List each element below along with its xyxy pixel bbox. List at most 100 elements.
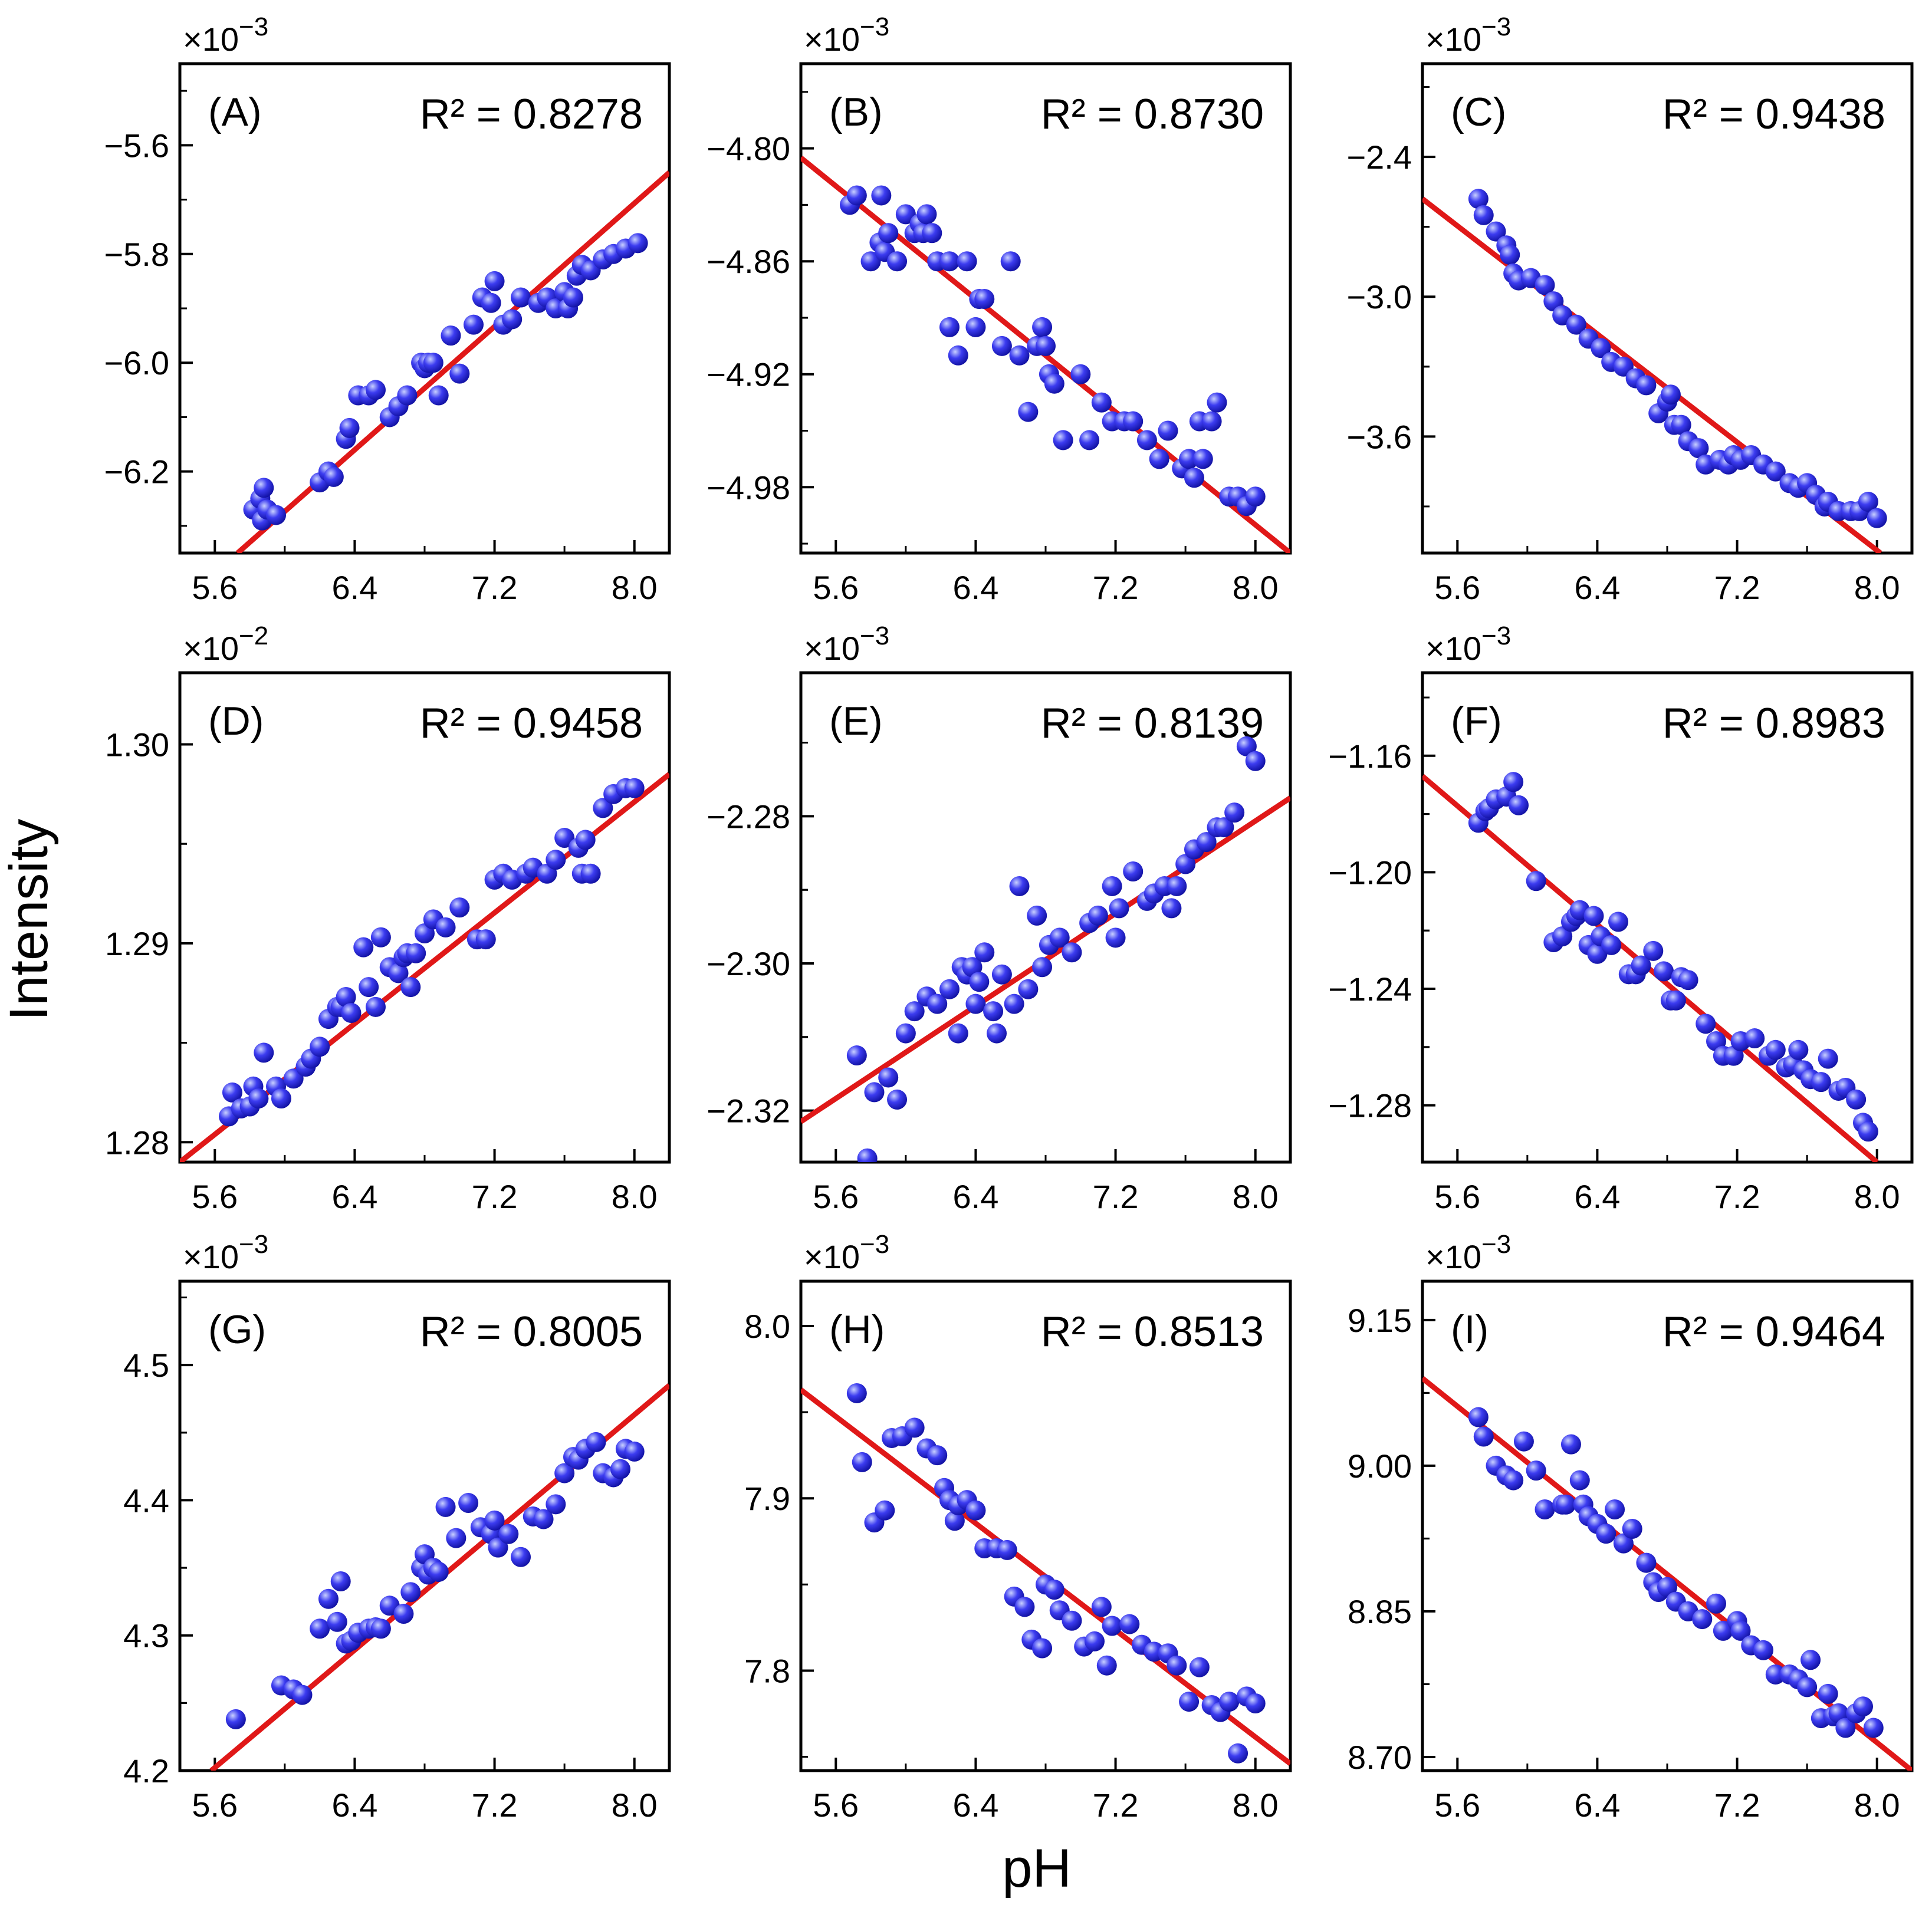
x-tick-label: 7.2 xyxy=(472,1178,518,1215)
data-point xyxy=(254,1042,274,1063)
x-tick-label: 7.2 xyxy=(1714,1787,1760,1824)
y-tick-label: 1.30 xyxy=(105,726,169,763)
data-point xyxy=(341,1002,362,1023)
data-point xyxy=(997,1539,1017,1560)
data-point xyxy=(1102,876,1122,896)
data-point xyxy=(1765,461,1786,482)
y-axis-title: Intensity xyxy=(0,819,59,1021)
data-point xyxy=(359,977,379,998)
data-point xyxy=(1797,1677,1818,1697)
y-tick-label: 7.9 xyxy=(744,1480,790,1517)
data-point xyxy=(1036,335,1056,356)
data-point xyxy=(1245,1693,1266,1714)
data-point xyxy=(1189,1657,1210,1677)
y-tick-label: −1.24 xyxy=(1328,970,1412,1008)
x-axis-title: pH xyxy=(1002,1838,1072,1899)
x-tick-label: 5.6 xyxy=(1434,1787,1480,1824)
data-point xyxy=(580,863,601,884)
data-point xyxy=(400,977,421,998)
x-tick-label: 7.2 xyxy=(1093,1787,1139,1824)
data-point xyxy=(1179,1692,1200,1712)
data-point xyxy=(916,204,937,225)
data-point xyxy=(533,1509,554,1529)
data-point xyxy=(1552,926,1573,947)
data-point xyxy=(1601,935,1622,955)
data-point xyxy=(1201,411,1222,432)
data-point xyxy=(458,1493,479,1514)
data-point xyxy=(318,1588,339,1609)
data-point xyxy=(1236,736,1257,756)
data-point xyxy=(1535,275,1555,295)
data-point xyxy=(1167,876,1187,896)
data-point xyxy=(857,1148,878,1162)
data-point xyxy=(983,1001,1004,1022)
y-tick-label: −1.16 xyxy=(1328,738,1412,775)
data-point xyxy=(1096,1655,1117,1676)
data-point xyxy=(1062,1610,1082,1631)
data-point xyxy=(1053,430,1073,450)
data-point xyxy=(441,325,461,346)
data-point xyxy=(423,353,443,373)
data-point xyxy=(327,1611,347,1632)
x-tick-label: 8.0 xyxy=(1233,569,1279,606)
panel-d: 5.6 6.4 7.2 8.0 1.28 1.29 1.30 ×10−2 (D) R² = 0.9… xyxy=(105,621,671,1215)
data-point xyxy=(939,979,960,999)
x-tick-label: 6.4 xyxy=(1574,1787,1620,1824)
data-point xyxy=(948,345,968,366)
panel-a: 5.6 6.4 7.2 8.0 −6.2 −6.0 −5.8 −5.6 ×10−3 (A) R² =… xyxy=(104,12,671,606)
data-point xyxy=(1811,1072,1831,1093)
data-point xyxy=(1591,338,1611,358)
data-point xyxy=(624,778,645,798)
data-point xyxy=(1091,1597,1112,1617)
data-point xyxy=(546,850,566,870)
data-point xyxy=(991,964,1012,985)
data-point xyxy=(1123,411,1144,432)
y-tick-label: 7.8 xyxy=(744,1652,790,1689)
data-point xyxy=(957,251,977,272)
x-tick-label: 8.0 xyxy=(612,1787,658,1824)
data-point xyxy=(475,929,496,950)
panels-group: 5.6 6.4 7.2 8.0−6.2−6.0−5.8−5.6×10−3(A) R² =… xyxy=(104,12,1914,1824)
data-point xyxy=(225,1709,246,1729)
data-point xyxy=(449,897,470,918)
data-point xyxy=(875,1500,895,1521)
y-tick-label: 9.00 xyxy=(1348,1447,1412,1485)
data-point xyxy=(1196,832,1217,853)
panel-i: 5.6 6.4 7.2 8.0 8.70 8.85 9.00 9.15 ×10−3 (I) R² =… xyxy=(1348,1230,1914,1824)
data-point xyxy=(1219,1692,1240,1712)
panel-f: 5.6 6.4 7.2 8.0 −1.28 −1.24 −1.20 −1.16 ×10−3 (F)… xyxy=(1328,621,1914,1215)
data-point xyxy=(627,233,648,254)
data-point xyxy=(1214,817,1234,838)
fit-line xyxy=(1422,1376,1912,1771)
data-point xyxy=(1713,1620,1733,1641)
data-point xyxy=(922,223,942,244)
data-point xyxy=(1867,508,1887,528)
y-tick-label: 4.2 xyxy=(123,1752,169,1789)
data-point xyxy=(1085,1631,1105,1651)
y-tick-label: −5.6 xyxy=(104,127,169,164)
data-point xyxy=(846,1045,867,1066)
data-point xyxy=(1863,1718,1884,1738)
y-tick-label: −2.32 xyxy=(707,1093,790,1130)
data-point xyxy=(965,317,986,337)
y-tick-label: 1.28 xyxy=(105,1124,169,1161)
data-point xyxy=(965,1500,986,1521)
data-point xyxy=(1608,912,1628,932)
data-point xyxy=(1678,970,1698,991)
data-point xyxy=(1105,927,1126,948)
data-point xyxy=(1858,492,1878,512)
panel-label: (D) xyxy=(208,699,264,743)
data-point xyxy=(887,251,908,272)
axis-exponent-label: ×10−3 xyxy=(183,12,268,58)
data-point xyxy=(927,993,948,1014)
panel-b: 5.6 6.4 7.2 8.0 −4.98 −4.92 −4.86 −4.80 ×10−3 (B)… xyxy=(707,12,1292,606)
data-point xyxy=(1636,1552,1657,1573)
x-tick-label: 7.2 xyxy=(472,1787,518,1824)
panel-g: 5.6 6.4 7.2 8.0 4.2 4.3 4.4 4.5 ×10−3 (G) R² = 0.8… xyxy=(123,1230,671,1824)
data-point xyxy=(1753,1640,1774,1660)
x-tick-label: 8.0 xyxy=(1854,1178,1900,1215)
x-tick-label: 6.4 xyxy=(331,569,377,606)
data-point xyxy=(974,942,995,963)
exponent-base: ×10 xyxy=(183,1238,239,1275)
data-point xyxy=(904,1417,925,1438)
